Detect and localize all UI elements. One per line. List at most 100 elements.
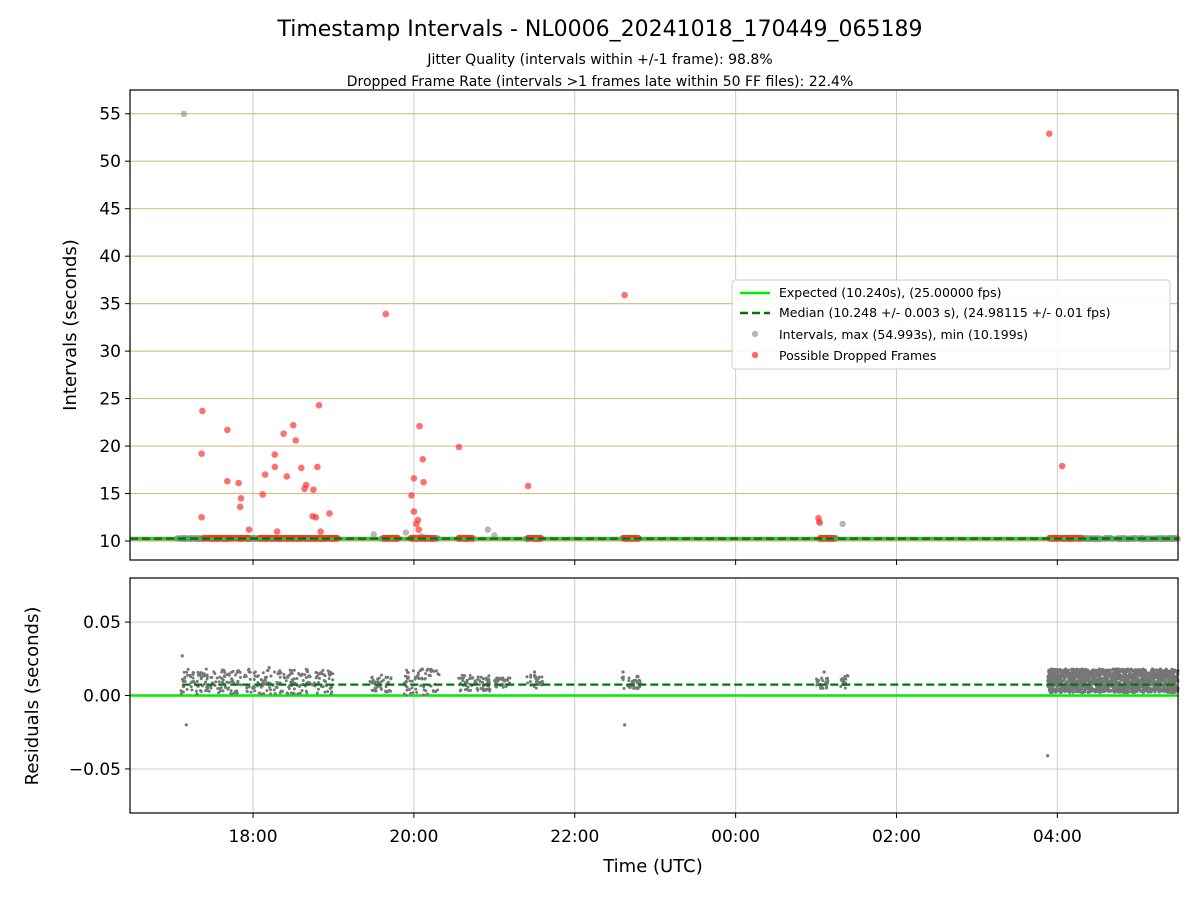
legend-dropped-marker [751, 351, 759, 359]
residual-point [1132, 678, 1136, 683]
residual-point [503, 679, 507, 683]
residual-point [389, 677, 393, 681]
residual-point [1139, 689, 1144, 693]
residual-point [405, 688, 409, 692]
residual-point [532, 670, 537, 674]
residual-point [1047, 680, 1051, 684]
residual-point [1137, 678, 1141, 682]
residual-point [405, 668, 409, 672]
residual-point [1121, 674, 1125, 678]
residual-point [1139, 677, 1144, 681]
residual-point [195, 692, 199, 696]
residual-point [843, 674, 847, 678]
residual-point [282, 672, 286, 676]
residual-point [247, 685, 251, 689]
residual-point [476, 675, 480, 679]
residual-point [276, 672, 280, 676]
residual-point [1104, 674, 1108, 678]
residual-point [226, 687, 230, 691]
residual-point [1047, 672, 1052, 676]
residual-point [406, 670, 410, 674]
residual-point [305, 668, 309, 672]
residual-point [223, 685, 227, 689]
residual-point [272, 688, 276, 692]
residual-point [263, 678, 267, 682]
residual-point [1158, 669, 1162, 674]
residual-point [1067, 690, 1072, 694]
residual-point [1160, 676, 1164, 680]
residual-point [259, 685, 263, 689]
residual-point [252, 678, 256, 682]
residual-point [1046, 754, 1050, 758]
residual-point [265, 675, 269, 679]
residual-point [536, 677, 540, 681]
residuals-xtick-label: 04:00 [1033, 827, 1082, 847]
residual-point [1163, 674, 1167, 678]
dropped-frame-point [280, 430, 287, 438]
residual-point [251, 686, 255, 690]
residual-point [424, 672, 428, 676]
residual-point [413, 677, 417, 681]
residual-point [468, 673, 472, 677]
residual-point [487, 677, 491, 681]
residual-point [371, 678, 375, 682]
residuals-marks [130, 654, 1180, 758]
residual-point [218, 675, 222, 679]
residual-point [1113, 674, 1117, 678]
figure-subtitle-dropped: Dropped Frame Rate (intervals >1 frames … [347, 74, 854, 90]
residual-point [384, 675, 388, 679]
residual-point [465, 681, 469, 685]
residual-point [826, 679, 830, 683]
residual-point [273, 670, 277, 674]
residual-point [1050, 679, 1055, 683]
residual-point [1094, 673, 1098, 678]
residual-point [300, 689, 304, 693]
residual-point [1115, 670, 1119, 674]
residual-point [324, 680, 328, 684]
residual-point [528, 680, 532, 684]
residual-point [380, 673, 384, 677]
residual-point [292, 687, 296, 691]
residual-point [1155, 688, 1159, 692]
residual-point [1146, 677, 1150, 681]
residual-point [622, 686, 626, 690]
dropped-frame-point [310, 486, 317, 494]
dropped-frame-point [1046, 130, 1053, 137]
residual-point [1146, 690, 1150, 694]
residual-point [247, 670, 251, 674]
residual-point [478, 679, 482, 683]
residual-point [419, 684, 423, 688]
legend-median-label: Median (10.248 +/- 0.003 s), (24.98115 +… [779, 305, 1110, 320]
residual-point [526, 681, 530, 685]
residual-point [1079, 670, 1084, 674]
interval-point [839, 520, 846, 528]
residual-point [292, 668, 296, 672]
intervals-ytick-label: 20 [99, 437, 121, 457]
residual-point [525, 675, 529, 679]
residual-point [1053, 690, 1057, 694]
residual-point [1090, 673, 1094, 677]
residual-point [1168, 673, 1172, 677]
residual-point [194, 689, 198, 693]
residual-point [1104, 688, 1108, 692]
residual-point [416, 671, 420, 675]
residual-point [1124, 689, 1128, 693]
residual-point [481, 687, 485, 691]
residual-point [253, 670, 257, 674]
residual-point [1170, 673, 1175, 677]
residual-point [297, 672, 301, 676]
residual-point [1135, 669, 1139, 673]
residual-point [1120, 687, 1124, 691]
residual-point [623, 723, 627, 727]
residual-point [1114, 667, 1119, 671]
residual-point [540, 675, 544, 679]
residual-point [1143, 671, 1147, 675]
intervals-ytick-label: 15 [99, 485, 121, 505]
residual-point [218, 686, 222, 690]
dropped-frame-point [235, 479, 242, 487]
dropped-frame-point [283, 473, 291, 480]
residual-point [199, 677, 203, 681]
residual-point [487, 680, 491, 684]
intervals-panel: 10 15 20 25 30 35 40 45 50 55 Intervals (seconds) [60, 89, 1182, 565]
residual-point [1073, 684, 1077, 689]
